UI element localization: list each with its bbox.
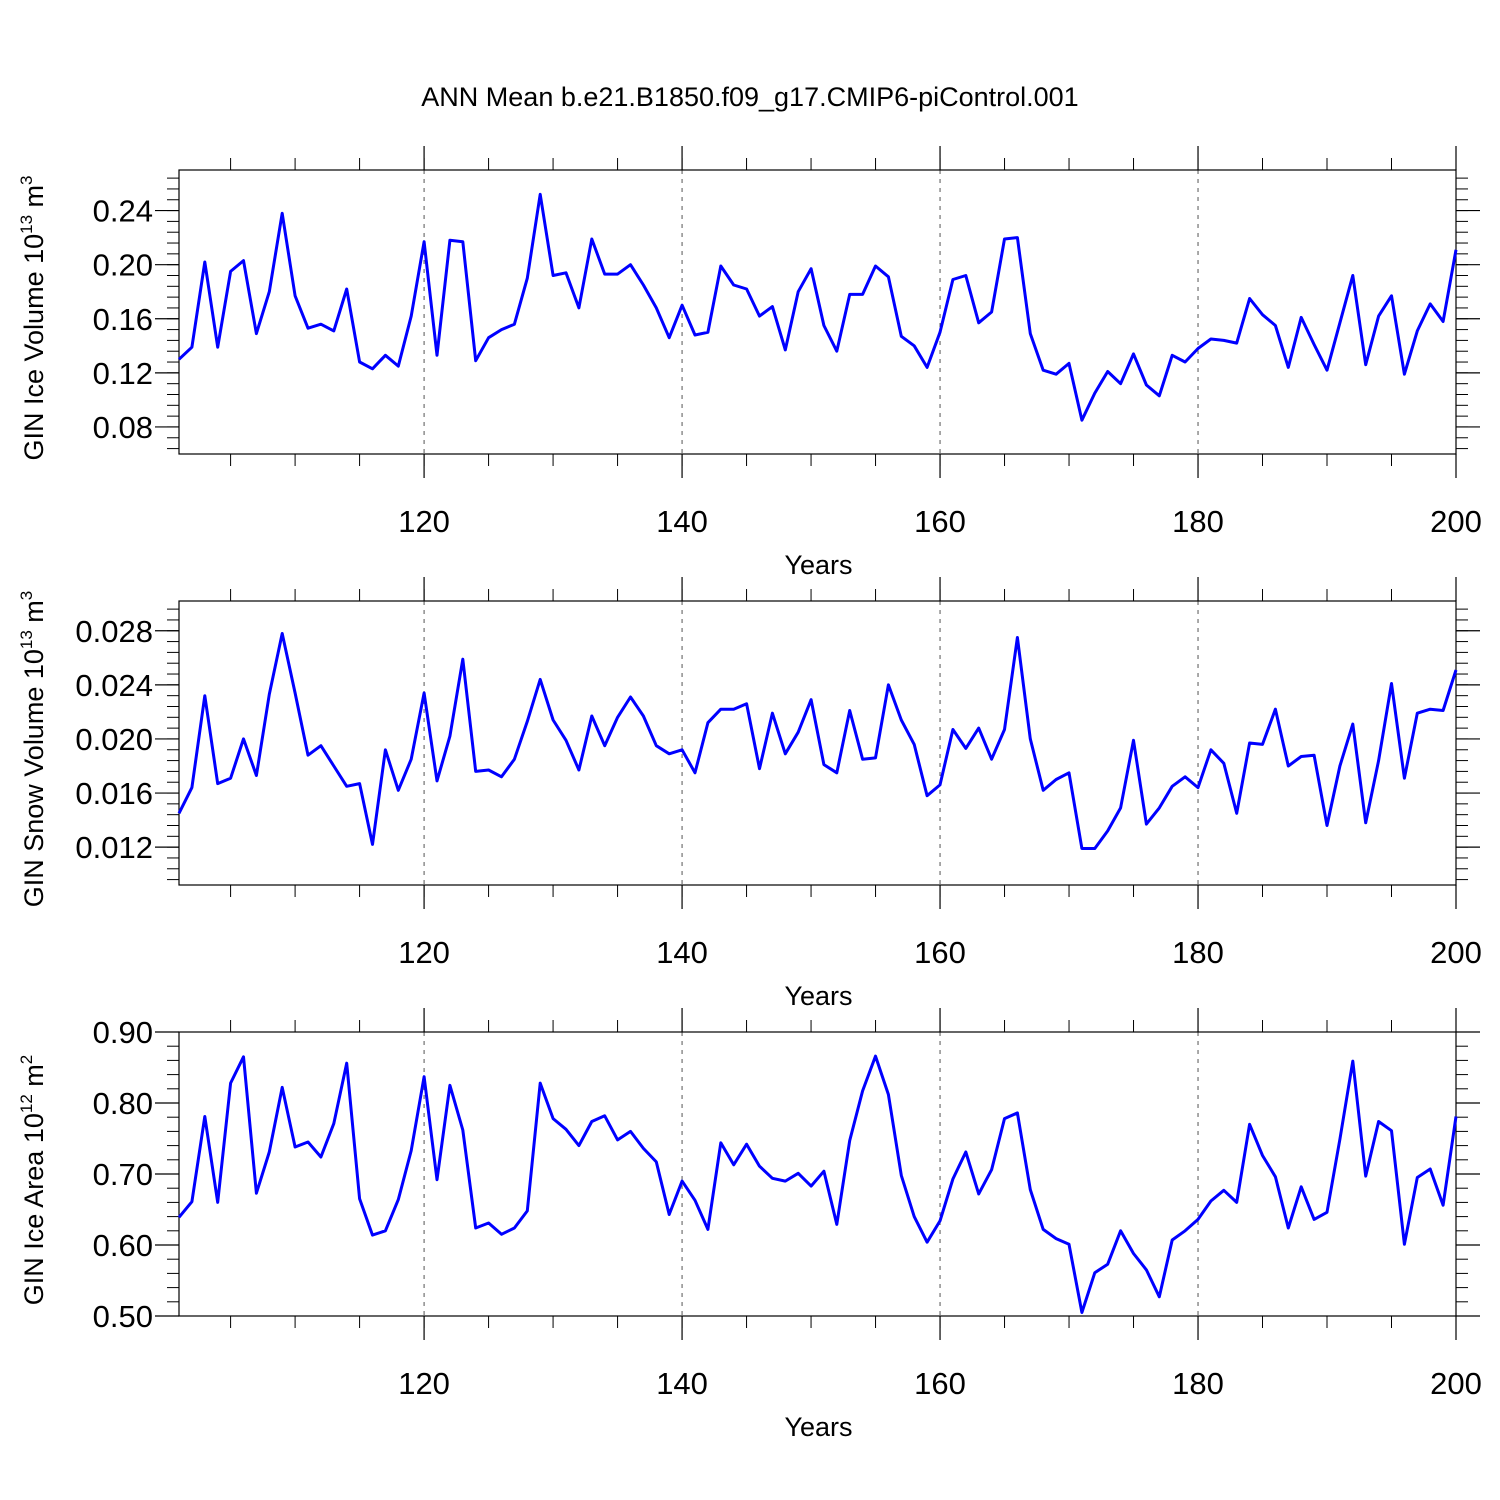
y-tick-label: 0.16 (93, 302, 153, 337)
y-tick-label: 0.08 (93, 410, 153, 445)
y-tick-label: 0.20 (93, 248, 153, 283)
y-tick-label: 0.024 (75, 668, 153, 703)
y-tick-label: 0.12 (93, 356, 153, 391)
series-line-ice-area (177, 1054, 1458, 1314)
panel-ice-area: 0.50 0.60 0.70 0.80 0.90 120 140 160 180 200 Years… (17, 1008, 1482, 1442)
x-tick-label: 180 (1172, 935, 1224, 970)
plot-frame (178, 600, 1457, 886)
y-tick-label: 0.60 (93, 1228, 153, 1263)
y-tick-label: 0.012 (75, 830, 153, 865)
x-tick-label: 180 (1172, 504, 1224, 539)
panel-ice-volume: 0.08 0.12 0.16 0.20 0.24 120 140 160 180 200 Years… (17, 146, 1482, 580)
y-tick-label: 0.028 (75, 614, 153, 649)
y-axis-label: GIN Ice Volume 1013 m3 (17, 175, 49, 460)
series-line-snow-volume (177, 632, 1458, 850)
series-line-ice-volume (177, 192, 1458, 422)
y-axis-label: GIN Ice Area 1012 m2 (17, 1055, 49, 1306)
panel-snow-volume: 0.012 0.016 0.020 0.024 0.028 120 140 160 180 200… (17, 577, 1482, 1011)
x-axis-label: Years (784, 1412, 852, 1442)
x-tick-label: 160 (914, 935, 966, 970)
x-tick-label: 140 (656, 504, 708, 539)
plot-frame (178, 1031, 1457, 1317)
y-tick-label: 0.50 (93, 1299, 153, 1334)
x-axis-label: Years (784, 981, 852, 1011)
x-tick-label: 120 (398, 935, 450, 970)
x-tick-label: 200 (1430, 935, 1482, 970)
y-tick-label: 0.016 (75, 776, 153, 811)
y-tick-label: 0.90 (93, 1015, 153, 1050)
x-tick-label: 120 (398, 1366, 450, 1401)
y-tick-label: 0.70 (93, 1157, 153, 1192)
x-tick-label: 140 (656, 935, 708, 970)
x-tick-label: 200 (1430, 504, 1482, 539)
x-tick-label: 120 (398, 504, 450, 539)
x-tick-label: 180 (1172, 1366, 1224, 1401)
x-tick-label: 160 (914, 1366, 966, 1401)
x-tick-label: 160 (914, 504, 966, 539)
y-tick-label: 0.80 (93, 1086, 153, 1121)
y-tick-label: 0.020 (75, 722, 153, 757)
y-axis-label: GIN Snow Volume 1013 m3 (17, 591, 49, 908)
plot-frame (178, 169, 1457, 455)
figure-title: ANN Mean b.e21.B1850.f09_g17.CMIP6-piCon… (421, 82, 1079, 112)
x-axis-label: Years (784, 550, 852, 580)
y-tick-label: 0.24 (93, 194, 153, 229)
x-tick-label: 140 (656, 1366, 708, 1401)
x-tick-label: 200 (1430, 1366, 1482, 1401)
